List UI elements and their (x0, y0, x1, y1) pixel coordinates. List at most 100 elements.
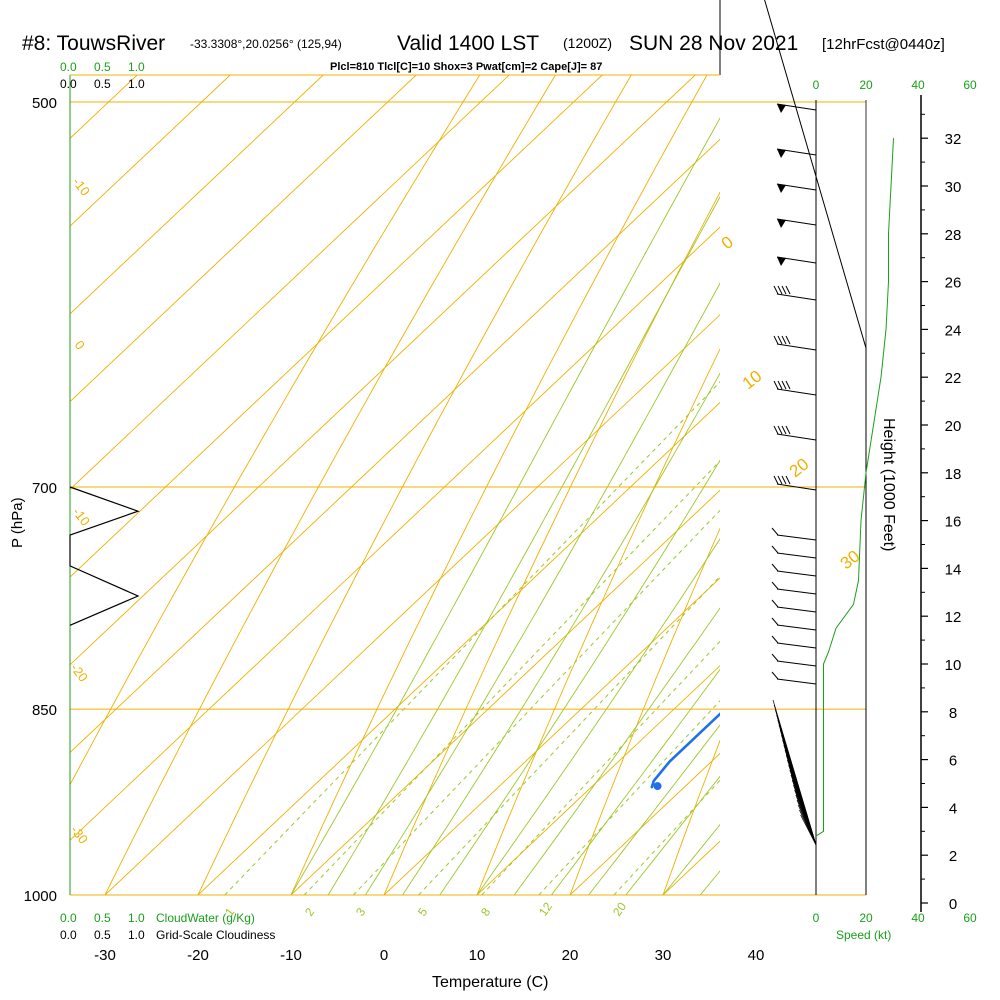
pressure-tick: 1000 (24, 888, 57, 905)
height-tick: 28 (945, 227, 962, 244)
temperature-tick: 40 (748, 947, 765, 964)
height-tick: 4 (949, 800, 957, 817)
height-tick: 20 (945, 418, 962, 435)
wind-barb-flag (771, 635, 779, 644)
forecast-hour: [12hrFcst@0440z] (822, 36, 945, 53)
wind-barb-flag (777, 475, 783, 485)
isotherm-line (942, 75, 1000, 895)
height-tick: 24 (945, 322, 962, 339)
wind-barb-flag (771, 599, 779, 608)
dry-adiabat-line (756, 0, 1000, 895)
cloud-scale-top: 0.0 0.5 1.0 0.0 0.5 1.0 (60, 60, 145, 91)
wind-barb-flag (785, 380, 791, 390)
cloud-scale-green-2: 1.0 (128, 60, 145, 74)
temperature-tick: -10 (280, 947, 302, 964)
isotherm-line (70, 75, 417, 403)
moist-adiabat-line (513, 607, 720, 895)
cloud-scale-bottom-green-2: 1.0 (128, 911, 145, 925)
isotherm-line (662, 840, 720, 895)
dry-adiabat-label: 10 (739, 367, 766, 394)
speed-tick-bottom: 40 (911, 911, 925, 925)
isotherm-line (290, 489, 720, 895)
wind-barb (776, 343, 817, 351)
station-title: #8: TouwsRiver (22, 32, 165, 55)
height-tick: 2 (949, 848, 957, 865)
wind-barb-pennant (777, 184, 786, 193)
wind-barb-flag (771, 581, 779, 590)
wind-barb-flag (771, 545, 779, 554)
cloud-scale-black-1: 0.5 (94, 77, 111, 91)
wind-speed-line (815, 138, 894, 837)
wind-barb (776, 606, 817, 613)
speed-tick-top: 0 (813, 78, 820, 92)
isotherm-line (70, 75, 696, 666)
dry-adiabat-label: 20 (786, 455, 813, 482)
wind-barb (776, 534, 817, 541)
isotherm-line (70, 75, 603, 578)
mixing-ratio-label: 20 (610, 899, 629, 918)
moist-adiabat-line (402, 372, 720, 895)
surface-temperature-dot (727, 783, 735, 791)
isotherm-line (104, 314, 720, 895)
wind-barb-flag (771, 671, 779, 680)
wind-barb-flag (773, 285, 779, 295)
speed-tick-bottom: 0 (813, 911, 820, 925)
speed-tick-top: 60 (963, 78, 977, 92)
wind-barb-flag (785, 335, 791, 345)
dry-adiabat-label: 0 (718, 232, 737, 253)
wind-barb-flag (773, 380, 779, 390)
moist-adiabat-line (290, 117, 720, 895)
wind-barb-flag (777, 285, 783, 295)
moist-adiabat-line (476, 538, 720, 895)
dry-adiabat-line (197, 75, 632, 895)
wind-barb-flag (777, 380, 783, 390)
cloud-scale-bottom: 0.0 0.5 1.0 CloudWater (g/Kg) 0.0 0.5 1.… (60, 911, 275, 942)
valid-utc: (1200Z) (563, 35, 612, 51)
moist-adiabat-line (588, 724, 720, 895)
mixing-ratio-label: 2 (302, 905, 317, 919)
temperature-tick: 10 (469, 947, 486, 964)
dry-adiabat-line (849, 0, 1000, 895)
isotherm-line (383, 577, 720, 895)
station-coords: -33.3308°,20.0256° (125,94) (190, 37, 342, 51)
temperature-tick: 30 (655, 947, 672, 964)
isotherm-label: -10 (70, 505, 93, 529)
temperature-axis: -30 -20 -10 0 10 20 30 40 (94, 947, 764, 964)
isotherm-line (70, 75, 324, 315)
cloudiness-label: Grid-Scale Cloudiness (156, 928, 275, 942)
moist-adiabat-line (551, 668, 720, 895)
wind-barb-flag (781, 335, 787, 345)
dry-adiabat-line (569, 527, 720, 895)
cloud-scale-green-0: 0.0 (60, 60, 77, 74)
isotherm-line (70, 75, 510, 490)
dry-adiabat-line (70, 75, 481, 786)
dry-adiabat-line (476, 348, 720, 895)
mixing-ratio-line (353, 509, 720, 895)
mixing-ratio-label: 12 (536, 899, 555, 918)
cloud-scale-bottom-green-0: 0.0 (60, 911, 77, 925)
wind-barb (776, 588, 817, 595)
x-axis-title: Temperature (C) (432, 974, 548, 991)
speed-tick-bottom: 20 (859, 911, 873, 925)
wind-barb-flag (785, 475, 791, 485)
speed-axis-title: Speed (kt) (836, 928, 891, 942)
pressure-tick: 700 (32, 480, 57, 497)
mixing-ratio-label: 8 (478, 905, 493, 919)
diagram-right-boundary (719, 0, 867, 895)
mixing-ratio-label: 5 (415, 905, 430, 919)
moist-adiabat-line (365, 282, 720, 895)
moist-adiabat-line (327, 196, 720, 895)
isotherm-line (569, 752, 720, 895)
valid-date: SUN 28 Nov 2021 (629, 32, 798, 55)
wind-barb-flag (785, 285, 791, 295)
pressure-tick: 500 (32, 95, 57, 112)
wind-barb (776, 552, 817, 559)
height-tick: 8 (949, 705, 957, 722)
speed-tick-top: 20 (859, 78, 873, 92)
cloud-scale-bottom-black-0: 0.0 (60, 928, 77, 942)
wind-barb-pennant (777, 104, 786, 113)
wind-barb (776, 483, 817, 491)
height-tick: 32 (945, 131, 962, 148)
isotherm-label: -10 (70, 175, 93, 199)
